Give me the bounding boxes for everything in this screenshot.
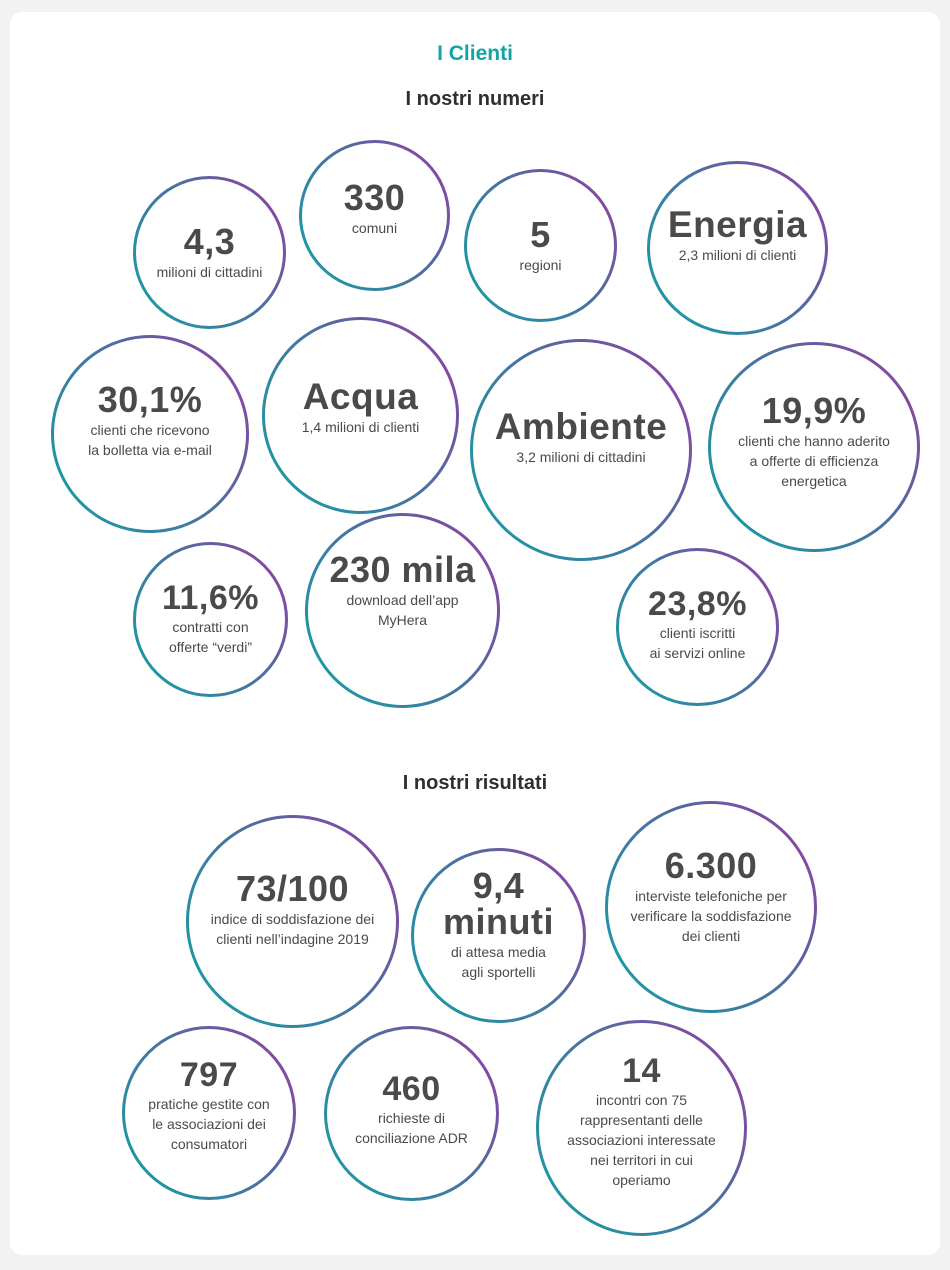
bubble-text: 3,2 milioni di cittadini <box>516 448 646 465</box>
bubble-text: ai servizi online <box>649 645 746 661</box>
bubble-meetings: 14 incontri con 75 rappresentanti delle … <box>536 1020 747 1236</box>
bubble-text: clienti che ricevono <box>90 422 210 438</box>
bubble-text: clienti iscritti <box>659 625 736 641</box>
bubble-text: pratiche gestite con <box>148 1096 270 1112</box>
bubble-text: clienti nell’indagine 2019 <box>216 930 369 947</box>
bubble-consumer-practices: 797 pratiche gestite con le associazioni… <box>122 1026 296 1200</box>
bubble-text: contratti con <box>172 618 249 635</box>
bubble-text: incontri con 75 <box>595 1092 688 1108</box>
results-title: I nostri risultati <box>402 772 548 794</box>
bubble-green-contracts: 11,6% contratti con offerte “verdi” <box>133 542 288 697</box>
bubble-value: 14 <box>622 1052 661 1090</box>
bubble-text: offerte “verdi” <box>169 638 252 655</box>
bubble-app-downloads: 230 mila download dell’app MyHera <box>305 513 500 708</box>
bubble-text: MyHera <box>377 611 427 628</box>
bubble-value: 797 <box>179 1056 239 1094</box>
bubble-value: Acqua <box>302 376 419 417</box>
bubble-environment: Ambiente 3,2 milioni di cittadini <box>470 339 692 561</box>
bubble-email-bill: 30,1% clienti che ricevono la bolletta v… <box>51 335 249 533</box>
bubble-text: conciliazione ADR <box>355 1129 468 1146</box>
bubble-value-unit: minuti <box>443 900 554 942</box>
bubble-text: clienti che hanno aderito <box>738 433 890 449</box>
bubble-value: 460 <box>382 1069 441 1108</box>
bubble-phone-interviews: 6.300 interviste telefoniche per verific… <box>605 801 817 1013</box>
numbers-title: I nostri numeri <box>405 88 545 110</box>
bubble-value: 11,6% <box>161 578 260 617</box>
bubble-adr-requests: 460 richieste di conciliazione ADR <box>324 1026 499 1201</box>
bubble-regions: 5 regioni <box>464 169 617 322</box>
bubble-text: regioni <box>519 256 562 273</box>
bubble-text: dei clienti <box>681 928 741 944</box>
bubble-text: interviste telefoniche per <box>635 888 787 904</box>
bubble-value: 19,9% <box>761 390 867 431</box>
bubble-text: 2,3 milioni di clienti <box>678 246 797 263</box>
bubble-text: agli sportelli <box>461 963 536 980</box>
bubble-satisfaction-index: 73/100 indice di soddisfazione dei clien… <box>186 815 399 1028</box>
bubble-value: 73/100 <box>235 867 350 909</box>
bubble-text: comuni <box>351 219 398 236</box>
section-title: I Clienti <box>437 42 513 65</box>
bubble-citizens: 4,3 milioni di cittadini <box>133 176 286 329</box>
bubble-value: 4,3 <box>183 220 236 262</box>
bubble-text: operiamo <box>612 1172 671 1188</box>
bubble-water: Acqua 1,4 milioni di clienti <box>262 317 459 514</box>
bubble-value: 230 mila <box>329 548 476 590</box>
bubble-text: energetica <box>781 473 847 489</box>
bubble-text: nei territori in cui <box>590 1152 693 1168</box>
bubble-online-services: 23,8% clienti iscritti ai servizi online <box>616 548 779 706</box>
bubble-text: milioni di cittadini <box>156 263 263 280</box>
bubble-efficiency-offers: 19,9% clienti che hanno aderito a offert… <box>708 342 920 552</box>
bubble-value: 6.300 <box>664 845 758 886</box>
bubble-value: 330 <box>343 176 406 218</box>
bubble-text: download dell’app <box>346 591 459 608</box>
bubble-text: a offerte di efficienza <box>749 453 879 469</box>
bubble-value: 30,1% <box>97 379 203 420</box>
bubble-energy: Energia 2,3 milioni di clienti <box>647 161 828 335</box>
bubble-text: 1,4 milioni di clienti <box>301 419 420 435</box>
bubble-text: richieste di <box>378 1109 445 1126</box>
bubble-value: Ambiente <box>494 405 668 447</box>
bubble-value: Energia <box>667 203 808 245</box>
bubble-text: la bolletta via e-mail <box>88 442 212 458</box>
bubble-municipalities: 330 comuni <box>299 140 450 291</box>
bubble-text: rappresentanti delle <box>580 1112 703 1128</box>
bubble-text: di attesa media <box>451 943 546 960</box>
bubble-waiting-time: 9,4 minuti di attesa media agli sportell… <box>411 848 586 1023</box>
bubble-text: consumatori <box>170 1136 248 1152</box>
bubble-text: associazioni interessate <box>567 1132 716 1148</box>
bubble-value: 23,8% <box>648 585 747 623</box>
bubble-value: 5 <box>530 213 551 255</box>
bubble-value: 9,4 <box>472 864 525 906</box>
bubble-text: le associazioni dei <box>152 1116 266 1132</box>
bubble-text: indice di soddisfazione dei <box>210 910 375 927</box>
bubble-text: verificare la soddisfazione <box>630 908 792 924</box>
